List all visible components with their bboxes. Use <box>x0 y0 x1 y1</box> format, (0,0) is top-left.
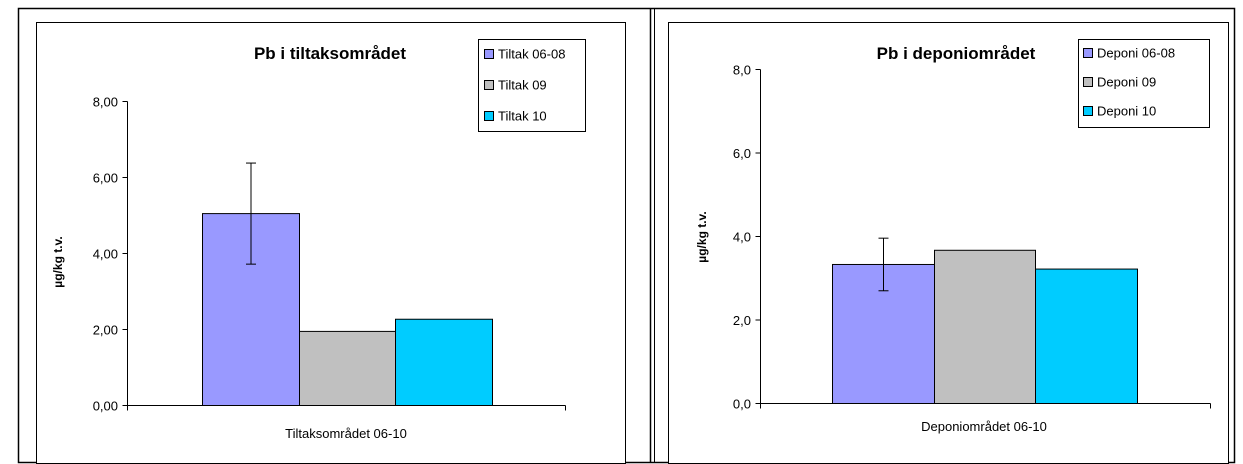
legend: Tiltak 06-08 Tiltak 09 Tiltak 10 <box>478 39 586 132</box>
legend-frame <box>478 39 586 132</box>
bar-deponi-10 <box>1035 268 1138 404</box>
legend-item: Tiltak 06-08 <box>484 47 565 62</box>
y-tick-label: 2,0 <box>733 313 751 328</box>
legend-label: Deponi 09 <box>1097 75 1156 90</box>
chart-title: Pb i deponiområdet <box>877 44 1036 63</box>
y-tick-label: 4,0 <box>733 230 751 245</box>
plot-area: 0,00 2,00 4,00 6,00 8,00 <box>93 95 566 414</box>
y-tick-label: 6,0 <box>733 146 751 161</box>
y-tick-label: 0,0 <box>733 397 751 412</box>
legend-label: Tiltak 10 <box>498 109 547 124</box>
chart-tiltaksomradet: Pb i tiltaksområdet µg/kg t.v. Tiltaksom… <box>36 22 626 464</box>
legend-swatch <box>484 49 494 59</box>
legend: Deponi 06-08 Deponi 09 Deponi 10 <box>1078 39 1210 128</box>
legend-swatch <box>1083 106 1093 116</box>
x-axis-label: Tiltaksområdet 06-10 <box>285 426 407 441</box>
legend-label: Deponi 10 <box>1097 104 1156 119</box>
y-tick-label: 2,00 <box>93 323 118 338</box>
legend-label: Deponi 06-08 <box>1097 46 1175 61</box>
legend-label: Tiltak 06-08 <box>498 47 565 62</box>
y-axis-label: µg/kg t.v. <box>695 211 709 262</box>
y-tick-label: 4,00 <box>93 247 118 262</box>
legend-item: Deponi 09 <box>1083 75 1156 90</box>
bar-tiltak-09 <box>299 330 396 406</box>
legend-frame <box>1078 39 1210 128</box>
bar-tiltak-10 <box>395 318 493 406</box>
legend-swatch <box>1083 48 1093 58</box>
x-axis-label: Deponiområdet 06-10 <box>921 419 1047 434</box>
chart-title: Pb i tiltaksområdet <box>254 44 406 63</box>
legend-item: Tiltak 09 <box>484 78 547 93</box>
legend-item: Deponi 10 <box>1083 104 1156 119</box>
chart-deponiomradet: Pb i deponiområdet µg/kg t.v. Deponiområ… <box>668 22 1229 464</box>
legend-item: Deponi 06-08 <box>1083 46 1175 61</box>
y-tick-label: 8,00 <box>93 95 118 110</box>
legend-swatch <box>1083 77 1093 87</box>
bar-deponi-09 <box>934 249 1036 404</box>
plot-area: 0,0 2,0 4,0 6,0 8,0 <box>733 63 1211 412</box>
y-tick-label: 0,00 <box>93 399 118 414</box>
outer-border <box>17 7 1236 464</box>
legend-swatch <box>484 80 494 90</box>
y-axis-label: µg/kg t.v. <box>51 236 65 287</box>
legend-item: Tiltak 10 <box>484 109 547 124</box>
legend-swatch <box>484 111 494 121</box>
y-tick-label: 6,00 <box>93 171 118 186</box>
y-tick-label: 8,0 <box>733 63 751 78</box>
legend-label: Tiltak 09 <box>498 78 547 93</box>
